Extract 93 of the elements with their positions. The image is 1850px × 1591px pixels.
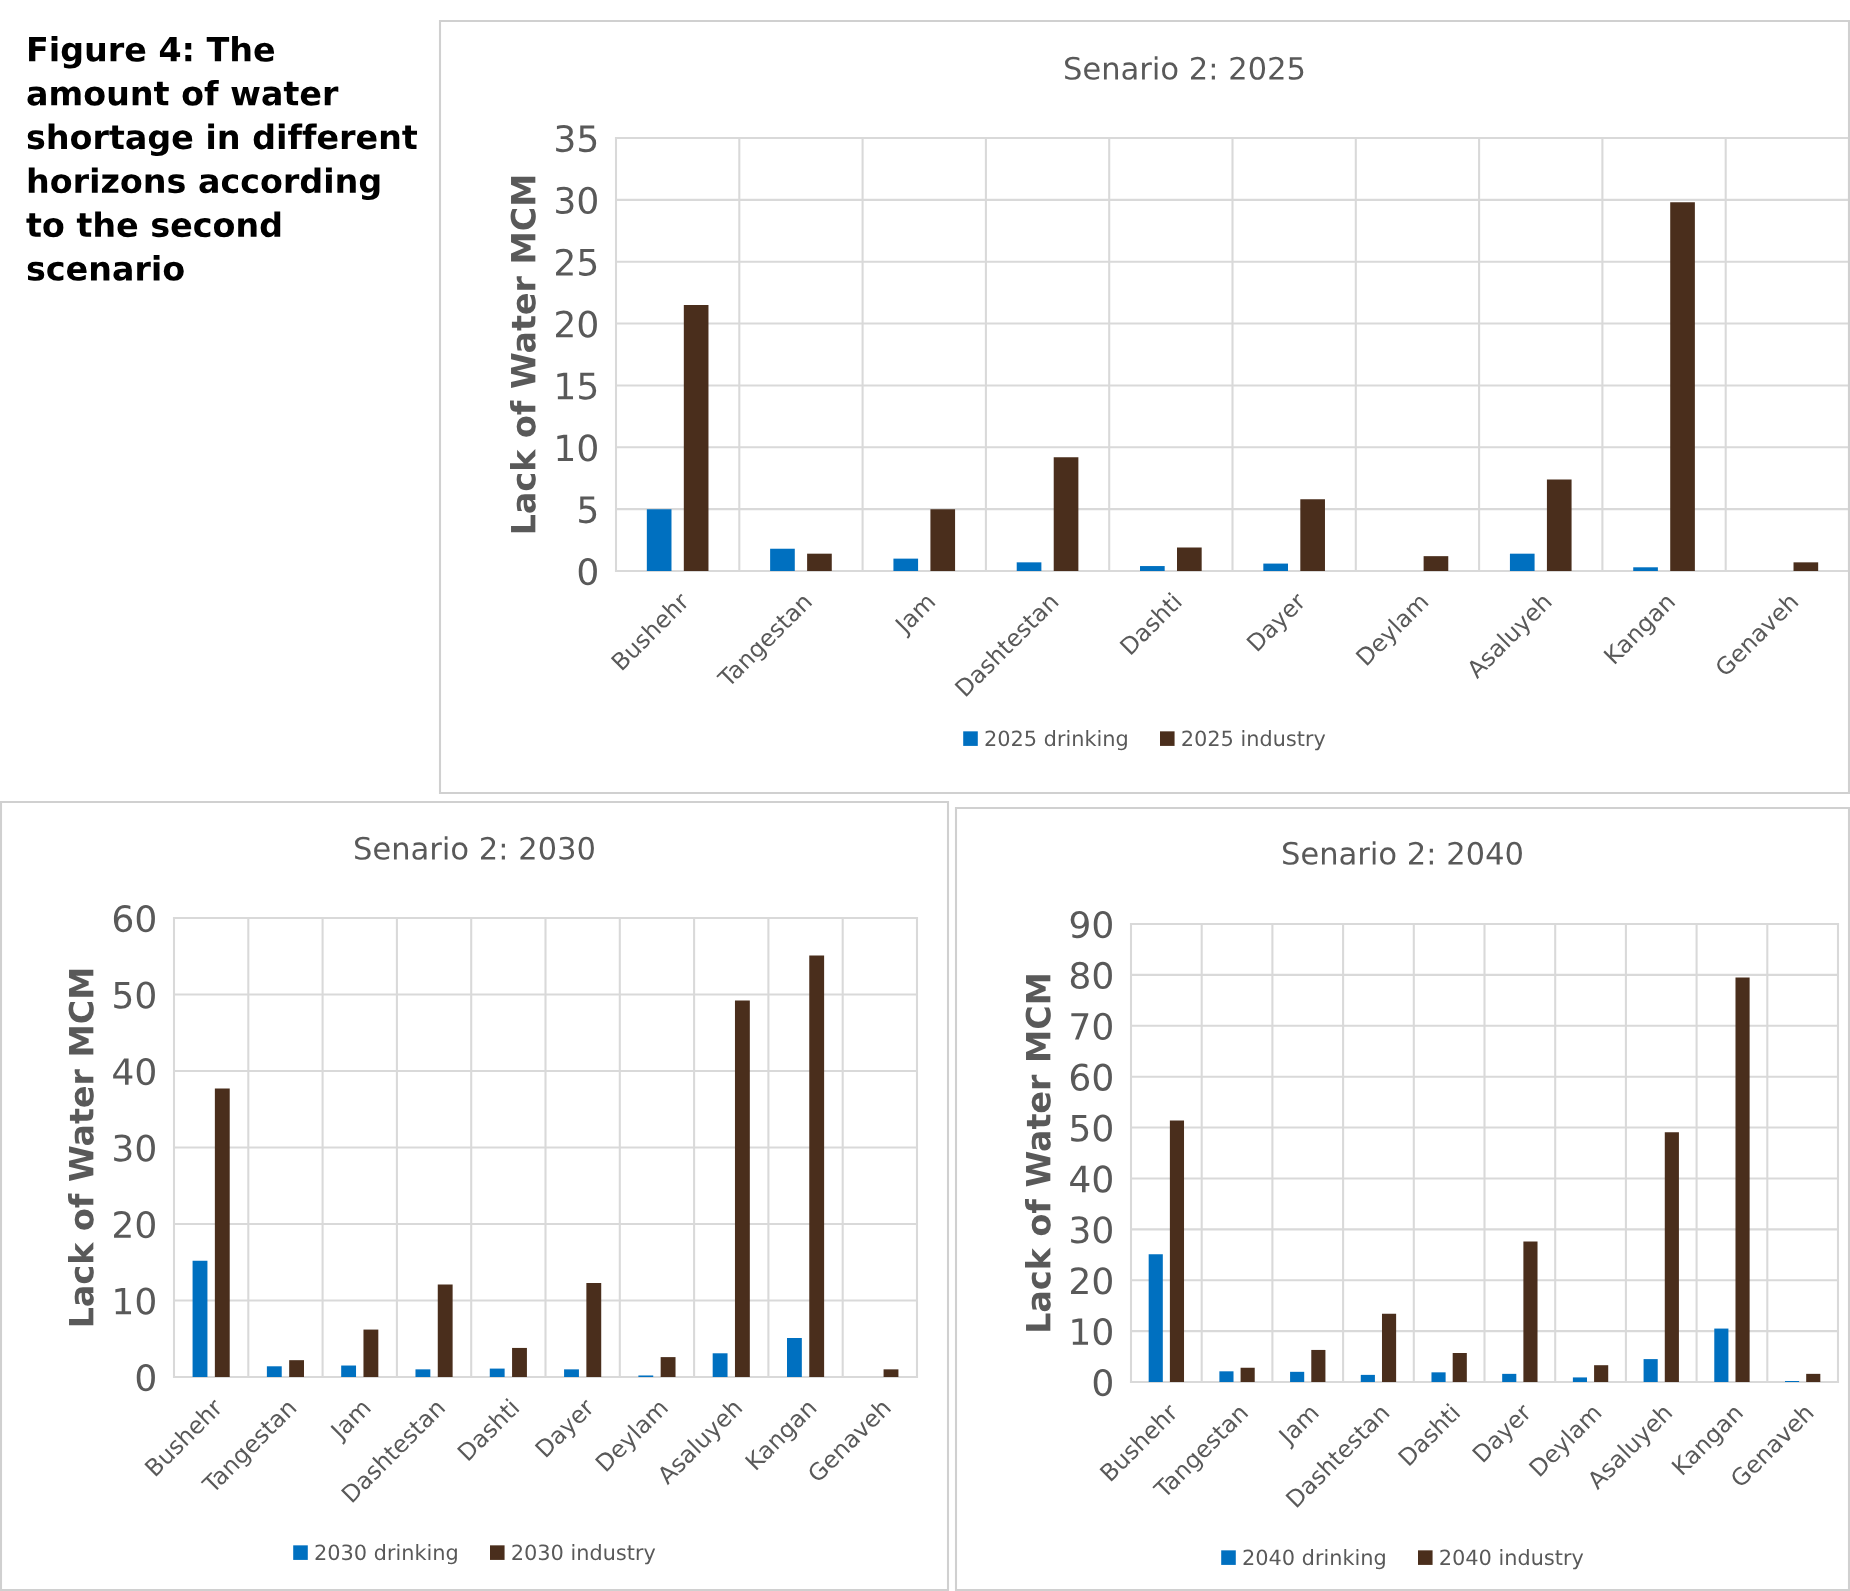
y-tick-label: 20 xyxy=(114,1210,155,1239)
bar xyxy=(930,509,956,571)
bar xyxy=(883,1369,899,1377)
bar xyxy=(1523,1241,1538,1382)
bar xyxy=(564,1369,579,1377)
bar xyxy=(437,1284,453,1377)
bar xyxy=(1177,547,1202,571)
bar xyxy=(1311,1349,1326,1382)
bar xyxy=(1509,553,1535,571)
bar xyxy=(1360,1374,1375,1382)
y-axis-title: Lack of Water MCM xyxy=(510,176,536,533)
y-tick-label: 25 xyxy=(556,248,597,276)
bar xyxy=(1793,562,1819,571)
bar xyxy=(1431,1372,1446,1382)
bar xyxy=(1452,1352,1467,1382)
bar xyxy=(489,1368,505,1377)
bar xyxy=(1546,479,1572,571)
y-tick-label: 70 xyxy=(1071,1012,1112,1041)
chart-title: Senario 2: 2025 xyxy=(1065,56,1304,80)
bar xyxy=(1572,1377,1588,1382)
bar xyxy=(1594,1365,1609,1382)
y-tick-label: 50 xyxy=(1071,1114,1112,1142)
caption: Figure 4: The amount of water shortage in different horizons according to the second scenario xyxy=(26,36,418,281)
bar xyxy=(712,1353,728,1377)
bar xyxy=(1714,1328,1729,1382)
bar xyxy=(1643,1359,1658,1382)
y-tick-label: 30 xyxy=(1071,1216,1112,1244)
bar xyxy=(415,1369,431,1377)
y-tick-label: 40 xyxy=(1070,1165,1112,1193)
y-axis-title: Lack of Water MCM xyxy=(1025,975,1051,1331)
bar xyxy=(770,548,795,571)
legend-label: 2040 drinking xyxy=(1243,1549,1385,1570)
bar xyxy=(646,509,672,571)
y-tick-label: 60 xyxy=(113,904,155,933)
bar xyxy=(660,1357,676,1377)
bar xyxy=(893,558,919,571)
y-tick-label: 90 xyxy=(1070,910,1112,939)
y-tick-label: 50 xyxy=(114,981,155,1009)
chart-title: Senario 2: 2040 xyxy=(1283,841,1522,865)
y-tick-label: 40 xyxy=(113,1057,155,1086)
bar xyxy=(341,1365,357,1377)
legend-label: 2030 industry xyxy=(512,1544,656,1565)
bar xyxy=(1240,1367,1255,1382)
bar xyxy=(1300,499,1325,571)
bar xyxy=(786,1337,802,1377)
y-tick-label: 80 xyxy=(1070,961,1112,990)
y-tick-label: 10 xyxy=(1072,1318,1112,1346)
y-tick-label: 30 xyxy=(556,186,597,215)
bar xyxy=(192,1260,208,1377)
bar xyxy=(1423,556,1449,571)
y-tick-label: 0 xyxy=(1093,1368,1112,1397)
bar xyxy=(289,1360,305,1377)
y-tick-label: 5 xyxy=(579,496,597,524)
bar xyxy=(1148,1254,1163,1382)
y-axis-title: Lack of Water MCM xyxy=(68,969,94,1326)
bar xyxy=(512,1347,527,1377)
bar xyxy=(1290,1371,1305,1382)
y-tick-label: 30 xyxy=(114,1134,155,1162)
y-tick-label: 15 xyxy=(557,372,597,400)
y-tick-label: 35 xyxy=(556,124,597,153)
bar xyxy=(1263,563,1288,571)
bar xyxy=(586,1282,602,1377)
bar xyxy=(1140,566,1165,571)
bar xyxy=(1053,457,1079,571)
bar xyxy=(1670,202,1695,571)
bar xyxy=(1502,1373,1517,1382)
chart-title: Senario 2: 2030 xyxy=(355,836,594,860)
bar xyxy=(683,305,709,571)
y-tick-label: 0 xyxy=(136,1363,155,1392)
bar xyxy=(1169,1120,1185,1382)
y-tick-label: 10 xyxy=(557,434,597,462)
y-tick-label: 20 xyxy=(1071,1267,1112,1295)
legend-label: 2025 drinking xyxy=(985,730,1127,751)
bar xyxy=(734,1000,750,1377)
y-tick-label: 60 xyxy=(1070,1063,1112,1091)
bar xyxy=(214,1088,230,1377)
bar xyxy=(1219,1371,1234,1382)
legend-label: 2025 industry xyxy=(1182,730,1326,751)
y-tick-label: 0 xyxy=(578,557,597,586)
bar xyxy=(1735,977,1750,1382)
bar xyxy=(809,955,825,1377)
legend-label: 2040 industry xyxy=(1440,1549,1584,1570)
bar xyxy=(1633,567,1658,571)
bar xyxy=(1664,1132,1679,1382)
legend-label: 2030 drinking xyxy=(315,1544,457,1565)
bar xyxy=(266,1366,282,1377)
bar xyxy=(1016,562,1042,571)
bar xyxy=(1381,1313,1397,1382)
bar xyxy=(807,553,832,571)
y-tick-label: 20 xyxy=(556,310,597,338)
bar xyxy=(1806,1373,1821,1382)
y-tick-label: 10 xyxy=(115,1287,155,1315)
bar xyxy=(363,1329,379,1377)
